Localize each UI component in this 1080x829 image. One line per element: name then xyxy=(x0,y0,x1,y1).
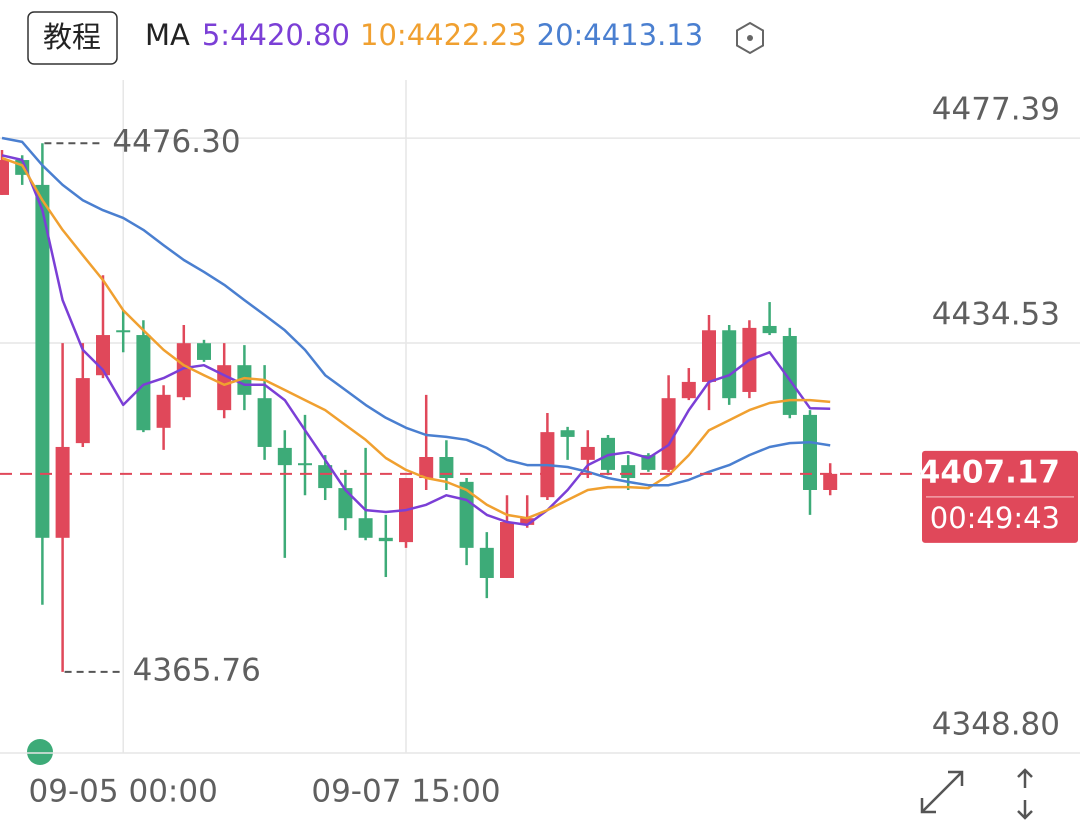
candle-body xyxy=(520,518,535,525)
candle-body xyxy=(560,430,575,437)
y-tick-label: 4477.39 xyxy=(932,92,1060,128)
candles xyxy=(0,143,838,672)
candle-body xyxy=(176,343,191,398)
candle-body xyxy=(277,447,292,466)
candle-body xyxy=(702,330,716,382)
status-dot xyxy=(27,739,53,765)
candle-body xyxy=(136,335,151,431)
legend-entry: 20:4413.13 xyxy=(537,18,704,52)
candle-body xyxy=(35,184,50,538)
toolbar: 教程 MA xyxy=(27,11,764,65)
candle-body xyxy=(419,456,434,479)
candle-body xyxy=(0,160,9,195)
candle-body xyxy=(358,518,373,538)
settings-dot[interactable] xyxy=(747,35,753,41)
candle-body xyxy=(661,398,676,470)
legend-entry: 10:4422.23 xyxy=(360,18,527,52)
candle-body xyxy=(459,481,474,548)
candle-body xyxy=(681,381,696,399)
candle-body xyxy=(197,343,211,360)
scale-icon[interactable] xyxy=(1017,768,1033,820)
candle-body xyxy=(803,414,817,490)
y-tick-label: 4348.80 xyxy=(932,707,1060,743)
last-price-label: 4407.17 xyxy=(919,454,1060,490)
candle-body xyxy=(641,455,656,470)
candle-body xyxy=(257,398,272,447)
x-tick-label: 09-07 15:00 xyxy=(311,774,500,810)
ma-line xyxy=(1,154,831,527)
candle-body xyxy=(580,446,595,460)
grid xyxy=(0,80,1080,754)
y-tick-label: 4434.53 xyxy=(932,297,1060,333)
candle-body xyxy=(338,488,353,519)
ma-line xyxy=(1,156,831,520)
candle-body xyxy=(621,465,636,479)
annotation-label: 4476.30 xyxy=(112,124,240,160)
expand-arrows[interactable] xyxy=(920,770,964,814)
candle-body xyxy=(500,522,514,578)
settings-icon[interactable] xyxy=(736,21,764,55)
expand-icon[interactable] xyxy=(920,770,964,814)
tutorial-button[interactable] xyxy=(27,11,118,65)
candle-body xyxy=(237,365,252,395)
candle-body xyxy=(156,394,171,428)
candle-body xyxy=(55,446,70,538)
tutorial-button-label[interactable]: 教程 xyxy=(43,20,101,54)
annotation-label: 4365.76 xyxy=(133,652,261,688)
ma-line xyxy=(1,136,831,487)
candle-body xyxy=(722,330,737,399)
candle-body xyxy=(782,336,797,415)
candle-body xyxy=(439,456,454,479)
candle-body xyxy=(318,465,333,489)
indicator-label: MA xyxy=(145,18,190,52)
countdown-label: 00:49:43 xyxy=(930,501,1060,535)
candle-body xyxy=(75,378,90,444)
candle-body xyxy=(479,547,494,578)
scale-arrows[interactable] xyxy=(1017,768,1033,820)
candle-body xyxy=(762,325,777,334)
x-tick-label: 09-05 00:00 xyxy=(29,774,218,810)
candle-body xyxy=(823,473,838,490)
candle-body xyxy=(298,463,312,466)
settings-hexagon[interactable] xyxy=(736,21,764,55)
candle-body xyxy=(378,537,393,542)
legend-entry: 5:4420.80 xyxy=(202,18,350,52)
candle-body xyxy=(116,330,131,333)
